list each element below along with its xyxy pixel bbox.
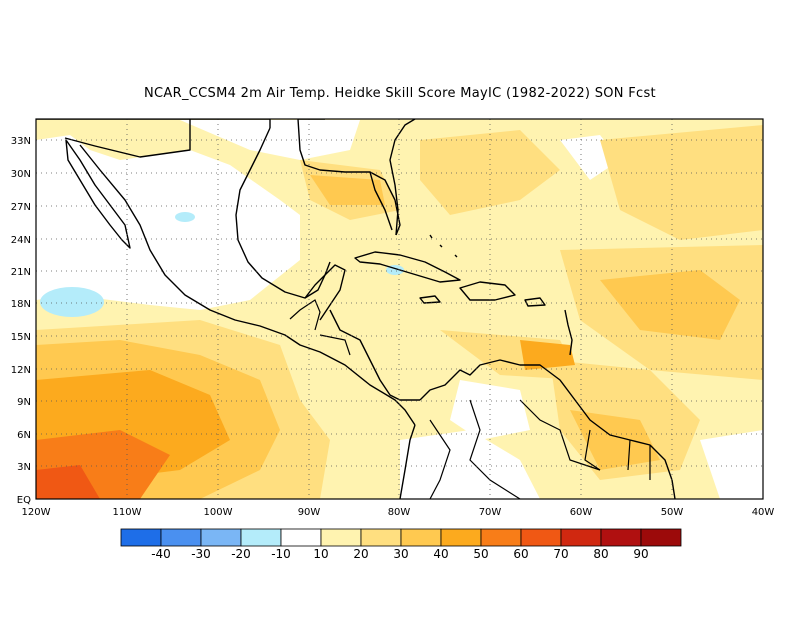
lat-tick-label: 12N bbox=[11, 365, 31, 376]
lon-tick-label: 70W bbox=[479, 507, 502, 518]
colorbar-swatch bbox=[600, 528, 642, 547]
colorbar-swatch bbox=[440, 528, 482, 547]
colorbar-swatch bbox=[560, 528, 602, 547]
lat-tick-label: 33N bbox=[11, 136, 31, 147]
colorbar-label: -30 bbox=[191, 547, 211, 561]
country-borders bbox=[289, 299, 651, 499]
colorbar-swatches bbox=[120, 528, 682, 547]
colorbar-swatch bbox=[160, 528, 202, 547]
colorbar-label: -20 bbox=[231, 547, 251, 561]
lon-tick-label: 40W bbox=[752, 507, 775, 518]
colorbar-swatch bbox=[240, 528, 282, 547]
longitude-labels: 120W 110W 100W 90W 80W 70W 60W 50W 40W bbox=[22, 507, 775, 518]
colorbar-swatch bbox=[200, 528, 242, 547]
lon-tick-label: 60W bbox=[570, 507, 593, 518]
map-title: NCAR_CCSM4 2m Air Temp. Heidke Skill Sco… bbox=[144, 86, 656, 101]
colorbar-swatch bbox=[480, 528, 522, 547]
latitude-labels: 33N 30N 27N 24N 21N 18N 15N 12N 9N 6N 3N… bbox=[11, 136, 31, 506]
colorbar-label: 60 bbox=[513, 547, 528, 561]
map-frame bbox=[35, 118, 764, 500]
coastlines bbox=[36, 119, 676, 499]
lon-tick-label: 50W bbox=[661, 507, 684, 518]
colorbar-label: -40 bbox=[151, 547, 171, 561]
colorbar-labels: -40 -30 -20 -10 10 20 30 40 50 60 70 80 … bbox=[151, 547, 648, 561]
lat-tick-label: 27N bbox=[11, 202, 31, 213]
lon-tick-label: 110W bbox=[113, 507, 142, 518]
colorbar-label: -10 bbox=[271, 547, 291, 561]
colorbar-label: 90 bbox=[633, 547, 648, 561]
lat-tick-label: EQ bbox=[17, 495, 31, 506]
colorbar-label: 10 bbox=[313, 547, 328, 561]
lon-tick-label: 80W bbox=[388, 507, 411, 518]
colorbar-label: 80 bbox=[593, 547, 608, 561]
colorbar-label: 40 bbox=[433, 547, 448, 561]
lat-tick-label: 6N bbox=[17, 430, 31, 441]
lat-tick-label: 30N bbox=[11, 169, 31, 180]
colorbar-swatch bbox=[320, 528, 362, 547]
lat-tick-label: 9N bbox=[17, 397, 31, 408]
lon-tick-label: 100W bbox=[204, 507, 233, 518]
grid-lines bbox=[36, 119, 763, 499]
colorbar-label: 30 bbox=[393, 547, 408, 561]
colorbar-label: 70 bbox=[553, 547, 568, 561]
colorbar-swatch bbox=[400, 528, 442, 547]
colorbar-swatch bbox=[640, 528, 682, 547]
colorbar-swatch bbox=[120, 528, 162, 547]
lat-tick-label: 21N bbox=[11, 267, 31, 278]
colorbar-swatch bbox=[360, 528, 402, 547]
lat-tick-label: 24N bbox=[11, 235, 31, 246]
colorbar-swatch bbox=[520, 528, 562, 547]
lat-tick-label: 15N bbox=[11, 332, 31, 343]
skill-field bbox=[36, 119, 763, 499]
lat-tick-label: 18N bbox=[11, 299, 31, 310]
colorbar-label: 50 bbox=[473, 547, 488, 561]
colorbar-swatch bbox=[280, 528, 322, 547]
colorbar: -40 -30 -20 -10 10 20 30 40 50 60 70 80 … bbox=[120, 528, 682, 561]
colorbar-label: 20 bbox=[353, 547, 368, 561]
lat-tick-label: 3N bbox=[17, 462, 31, 473]
lon-tick-label: 90W bbox=[298, 507, 321, 518]
lon-tick-label: 120W bbox=[22, 507, 51, 518]
